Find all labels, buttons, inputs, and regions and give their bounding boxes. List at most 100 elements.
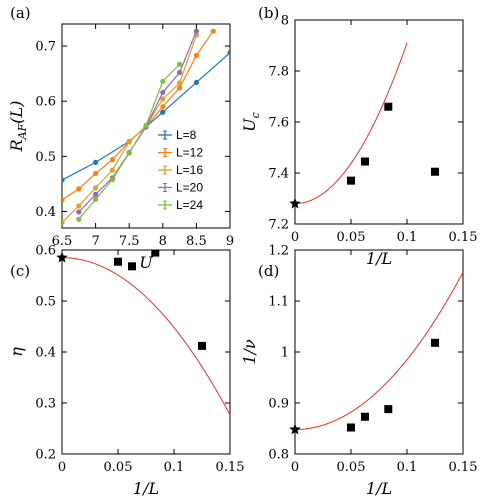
x-axis-label: 1/L <box>133 479 159 497</box>
y-tick-label: 0.2 <box>35 448 56 463</box>
x-axis-label: 1/L <box>366 249 392 268</box>
y-tick-label: 7.2 <box>268 218 289 233</box>
data-point <box>431 167 439 176</box>
data-point <box>198 341 206 350</box>
data-point <box>384 102 393 111</box>
data-layer <box>62 250 230 416</box>
legend-label: L=20 <box>176 181 203 195</box>
extrapolated-point <box>289 423 301 435</box>
x-axis-label: 1/L <box>366 479 392 497</box>
y-axis-label: 1/ν <box>240 339 259 365</box>
x-tick-label: 0.15 <box>216 460 245 475</box>
chart-panel-1: (a) 6.5 7 7.5 8 8.5 9 0.4 0.5 0.6 0.7 U RAF(L) L=8 L=1… <box>7 4 234 272</box>
data-point <box>160 89 166 95</box>
x-tick-label: 0.05 <box>104 460 133 475</box>
data-point <box>62 219 65 226</box>
legend-label: L=24 <box>176 198 203 212</box>
y-tick-label: 7.4 <box>268 167 289 182</box>
data-layer <box>62 28 230 226</box>
data-point <box>361 412 369 421</box>
y-axis-label: Uc <box>240 112 262 132</box>
y-tick-label: 0.5 <box>35 150 56 165</box>
data-point <box>114 257 122 266</box>
plot-frame <box>294 249 464 455</box>
data-point <box>177 61 183 67</box>
series-L=24 <box>76 61 183 222</box>
data-point <box>193 79 199 86</box>
data-point <box>347 176 355 185</box>
data-point <box>347 423 355 432</box>
x-tick-label: 0.15 <box>449 230 478 245</box>
data-point <box>109 167 115 173</box>
y-tick-label: 7.6 <box>268 116 289 131</box>
data-point <box>93 191 99 197</box>
chart-panel-2: (b) 0 0.05 0.1 0.15 7.2 7.4 7.6 7.8 8 1/L Uc <box>240 4 477 268</box>
data-point <box>109 157 115 163</box>
data-point <box>93 196 99 202</box>
y-tick-label: 1 <box>281 346 289 361</box>
y-tick-label: 1.1 <box>268 295 289 310</box>
fit-curve <box>295 42 408 205</box>
data-point <box>177 69 183 76</box>
data-point <box>62 177 65 183</box>
data-layer <box>295 42 439 205</box>
y-tick-label: 0.7 <box>35 40 56 55</box>
data-point <box>93 170 99 177</box>
y-axis-label: η <box>7 347 26 357</box>
data-point <box>210 28 216 34</box>
data-point <box>361 157 369 166</box>
x-tick-label: 0.1 <box>164 460 185 475</box>
panel-label: (d) <box>258 262 279 280</box>
x-tick-label: 8 <box>159 234 167 249</box>
data-point <box>76 203 82 209</box>
x-tick-label: 0.15 <box>449 460 478 475</box>
data-point <box>76 209 82 215</box>
data-point <box>143 122 149 129</box>
data-point <box>93 159 99 165</box>
x-tick-label: 0 <box>291 460 299 475</box>
data-point <box>193 52 199 59</box>
data-point <box>160 78 166 84</box>
x-tick-label: 9 <box>226 234 234 249</box>
data-point <box>384 405 393 414</box>
series-L=8 <box>62 50 230 183</box>
data-point <box>193 28 199 34</box>
data-point <box>160 109 166 115</box>
legend-label: L=16 <box>176 163 203 177</box>
y-axis-label: RAF(L) <box>7 101 29 153</box>
y-tick-label: 8 <box>281 14 289 29</box>
panel-label: (a) <box>10 4 31 22</box>
data-layer <box>295 272 463 432</box>
y-tick-label: 0.9 <box>268 397 289 412</box>
plot-frame <box>61 249 231 455</box>
data-point <box>126 150 132 156</box>
x-tick-label: 7 <box>91 234 99 249</box>
y-tick-label: 0.4 <box>35 205 56 220</box>
legend: L=8 L=12 L=16 L=20 L=24 <box>158 128 203 212</box>
x-tick-label: 0.05 <box>337 230 366 245</box>
y-tick-label: 0.5 <box>35 295 56 310</box>
fit-curve <box>295 272 463 431</box>
x-tick-label: 6.5 <box>52 234 73 249</box>
y-tick-label: 1.2 <box>268 244 289 259</box>
data-point <box>160 96 166 102</box>
plot-frame <box>61 23 231 229</box>
data-point <box>151 250 160 257</box>
extrapolated-point <box>56 251 68 263</box>
legend-label: L=8 <box>176 128 197 142</box>
fit-curve <box>62 257 230 416</box>
data-point <box>76 216 82 222</box>
data-point <box>431 338 439 347</box>
extrapolated-point <box>289 197 301 209</box>
x-axis-label: U <box>139 253 153 272</box>
y-tick-label: 0.4 <box>35 346 56 361</box>
data-point <box>227 50 230 56</box>
y-tick-label: 0.6 <box>35 244 56 259</box>
x-tick-label: 0.1 <box>397 230 418 245</box>
x-tick-label: 0.1 <box>397 460 418 475</box>
data-point <box>177 85 183 91</box>
data-point <box>177 80 183 86</box>
data-point <box>109 176 115 183</box>
x-tick-label: 0.05 <box>337 460 366 475</box>
